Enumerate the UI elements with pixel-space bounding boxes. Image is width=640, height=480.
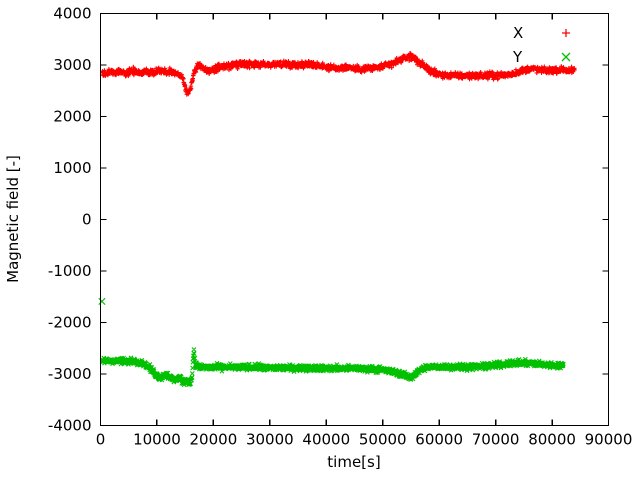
series-X — [99, 51, 577, 97]
y-tick-label: 2000 — [53, 108, 91, 126]
x-tick-labels: 0 10000 20000 30000 40000 50000 60000 70000 8000… — [96, 431, 633, 449]
legend: XY — [512, 24, 571, 66]
series-Y — [98, 297, 566, 388]
x-tick-label: 30000 — [246, 431, 294, 449]
y-tick-label: -2000 — [48, 314, 92, 332]
legend-label-Y: Y — [512, 48, 523, 66]
x-axis-label: time[s] — [327, 453, 380, 471]
y-axis-label: Magnetic field [-] — [4, 155, 22, 283]
legend-marker-X — [562, 29, 570, 37]
x-tick-label: 80000 — [528, 431, 576, 449]
series-Y-outlier — [98, 297, 106, 305]
y-tick-label: 1000 — [53, 159, 91, 177]
series-Y-points — [99, 347, 566, 388]
x-tick-label: 0 — [96, 431, 106, 449]
x-tick-label: 60000 — [415, 431, 463, 449]
legend-label-X: X — [513, 24, 523, 42]
x-tick-label: 10000 — [133, 431, 181, 449]
plot-border — [99, 12, 610, 427]
y-tick-label: -3000 — [48, 365, 92, 383]
plot-frame — [99, 12, 610, 427]
data-series-group — [98, 51, 577, 388]
x-tick-label: 40000 — [302, 431, 350, 449]
y-tick-label: -4000 — [48, 417, 92, 435]
x-tick-label: 90000 — [585, 431, 633, 449]
x-tick-label: 70000 — [472, 431, 520, 449]
y-tick-label: 3000 — [53, 56, 91, 74]
x-tick-label: 20000 — [190, 431, 238, 449]
y-tick-labels: -4000 -3000 -2000 -1000 0 1000 2000 3000 4000 — [48, 5, 92, 435]
series-X-points — [99, 51, 577, 97]
y-tick-label: 4000 — [53, 5, 91, 23]
legend-marker-Y — [561, 52, 571, 62]
x-tick-label: 50000 — [359, 431, 407, 449]
y-tick-label: -1000 — [48, 262, 92, 280]
y-tick-label: 0 — [82, 211, 92, 229]
